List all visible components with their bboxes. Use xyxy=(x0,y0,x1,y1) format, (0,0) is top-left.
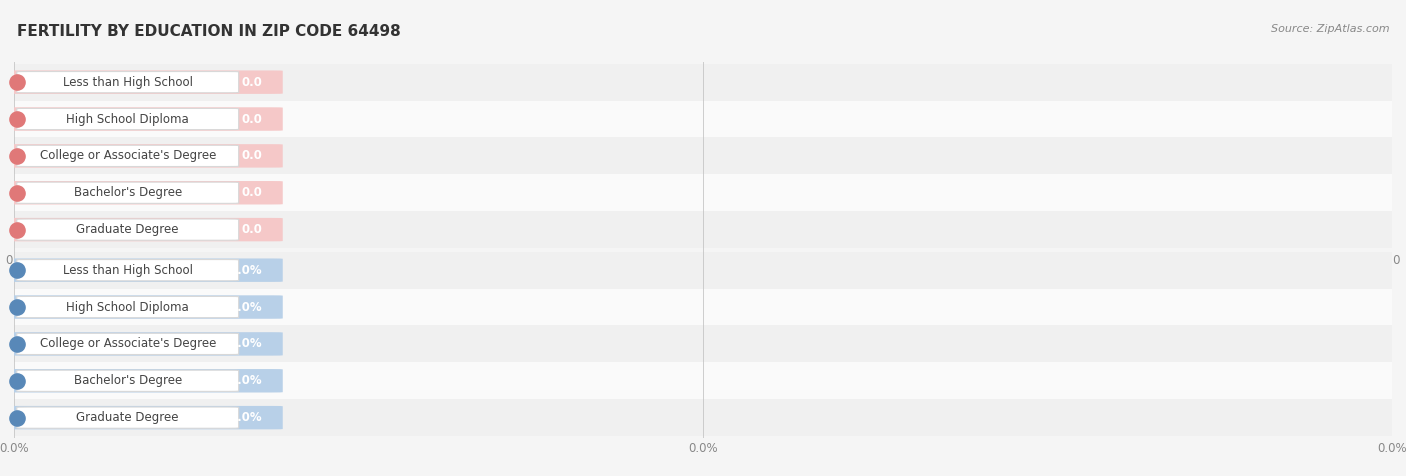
Bar xyxy=(14,64,1392,100)
Text: Source: ZipAtlas.com: Source: ZipAtlas.com xyxy=(1271,24,1389,34)
Text: 0.0%: 0.0% xyxy=(229,374,262,387)
Point xyxy=(6,79,28,86)
Bar xyxy=(14,138,1392,174)
FancyBboxPatch shape xyxy=(17,71,239,93)
Text: 0.0%: 0.0% xyxy=(229,411,262,424)
Text: 0.0: 0.0 xyxy=(242,149,262,162)
Point xyxy=(6,340,28,348)
FancyBboxPatch shape xyxy=(6,181,283,205)
FancyBboxPatch shape xyxy=(6,332,283,356)
Point xyxy=(6,115,28,123)
Point xyxy=(6,303,28,311)
FancyBboxPatch shape xyxy=(6,295,283,319)
FancyBboxPatch shape xyxy=(6,369,283,393)
Bar xyxy=(14,174,1392,211)
Text: 0.0: 0.0 xyxy=(242,112,262,126)
Bar xyxy=(14,252,1392,288)
Point xyxy=(6,414,28,421)
FancyBboxPatch shape xyxy=(6,107,283,131)
Text: High School Diploma: High School Diploma xyxy=(66,300,190,314)
Bar xyxy=(14,362,1392,399)
Text: High School Diploma: High School Diploma xyxy=(66,112,190,126)
FancyBboxPatch shape xyxy=(17,333,239,355)
FancyBboxPatch shape xyxy=(17,109,239,129)
Text: 0.0%: 0.0% xyxy=(229,337,262,350)
Point xyxy=(6,267,28,274)
Point xyxy=(6,152,28,160)
Text: FERTILITY BY EDUCATION IN ZIP CODE 64498: FERTILITY BY EDUCATION IN ZIP CODE 64498 xyxy=(17,24,401,39)
Text: Bachelor's Degree: Bachelor's Degree xyxy=(73,186,181,199)
FancyBboxPatch shape xyxy=(17,407,239,428)
Bar xyxy=(14,326,1392,362)
FancyBboxPatch shape xyxy=(6,258,283,282)
Bar xyxy=(14,100,1392,138)
FancyBboxPatch shape xyxy=(17,145,239,167)
Text: 0.0: 0.0 xyxy=(242,223,262,236)
Bar xyxy=(14,211,1392,248)
Text: 0.0%: 0.0% xyxy=(229,300,262,314)
Text: 0.0%: 0.0% xyxy=(229,264,262,277)
FancyBboxPatch shape xyxy=(6,70,283,94)
FancyBboxPatch shape xyxy=(6,406,283,429)
Text: 0.0: 0.0 xyxy=(242,186,262,199)
FancyBboxPatch shape xyxy=(17,182,239,203)
FancyBboxPatch shape xyxy=(17,297,239,317)
Text: Bachelor's Degree: Bachelor's Degree xyxy=(73,374,181,387)
Text: Graduate Degree: Graduate Degree xyxy=(76,223,179,236)
Point xyxy=(6,189,28,197)
FancyBboxPatch shape xyxy=(17,370,239,391)
Point xyxy=(6,377,28,385)
Bar xyxy=(14,288,1392,326)
Point xyxy=(6,226,28,233)
Text: Less than High School: Less than High School xyxy=(63,76,193,89)
Text: College or Associate's Degree: College or Associate's Degree xyxy=(39,149,217,162)
FancyBboxPatch shape xyxy=(6,144,283,168)
FancyBboxPatch shape xyxy=(17,259,239,281)
FancyBboxPatch shape xyxy=(6,218,283,241)
Text: College or Associate's Degree: College or Associate's Degree xyxy=(39,337,217,350)
Text: Graduate Degree: Graduate Degree xyxy=(76,411,179,424)
Text: Less than High School: Less than High School xyxy=(63,264,193,277)
Text: 0.0: 0.0 xyxy=(242,76,262,89)
Bar xyxy=(14,399,1392,436)
FancyBboxPatch shape xyxy=(17,219,239,240)
